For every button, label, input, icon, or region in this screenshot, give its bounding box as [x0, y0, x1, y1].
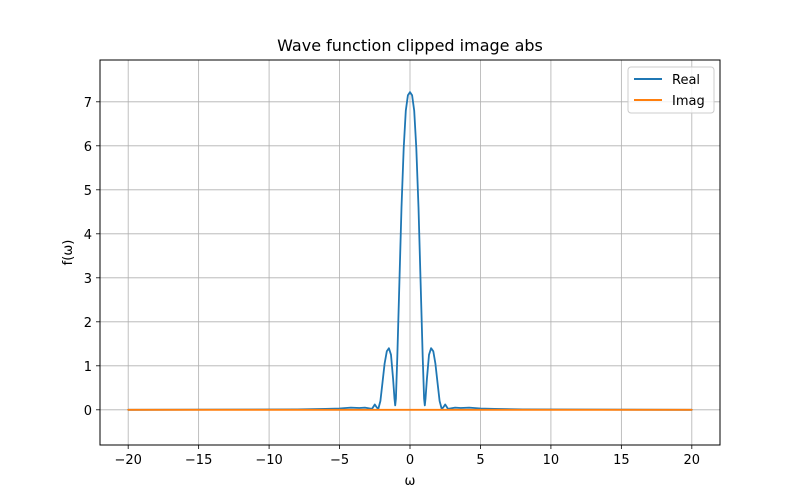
- y-tick-label: 1: [84, 360, 92, 375]
- y-tick-label: 7: [84, 96, 92, 111]
- series-line-real: [127, 91, 693, 411]
- x-tick-label: 5: [476, 453, 484, 468]
- y-tick-label: 0: [84, 404, 92, 419]
- y-tick-label: 5: [84, 184, 92, 199]
- x-axis-label: ω: [405, 474, 416, 489]
- x-tick-label: −20: [114, 453, 141, 468]
- x-tick-label: 10: [543, 453, 560, 468]
- y-tick-label: 2: [84, 316, 92, 331]
- legend-label-real: Real: [672, 73, 700, 88]
- x-tick-label: 15: [613, 453, 630, 468]
- y-axis-label: f(ω): [61, 240, 76, 266]
- x-tick-label: 0: [406, 453, 414, 468]
- ticks: −20 −15 −10 −5 0 5 10 15 20 0 1 2 3 4 5 6 7: [84, 96, 700, 468]
- legend-label-imag: Imag: [672, 94, 705, 109]
- grid: [100, 60, 720, 445]
- x-tick-label: 20: [684, 453, 701, 468]
- y-tick-label: 3: [84, 272, 92, 287]
- series-layer: [127, 91, 693, 411]
- x-tick-label: −15: [185, 453, 212, 468]
- chart-title: Wave function clipped image abs: [277, 36, 543, 55]
- y-tick-label: 4: [84, 228, 92, 243]
- legend: Real Imag: [627, 66, 715, 114]
- y-tick-label: 6: [84, 140, 92, 155]
- x-tick-label: −10: [255, 453, 282, 468]
- x-tick-label: −5: [330, 453, 349, 468]
